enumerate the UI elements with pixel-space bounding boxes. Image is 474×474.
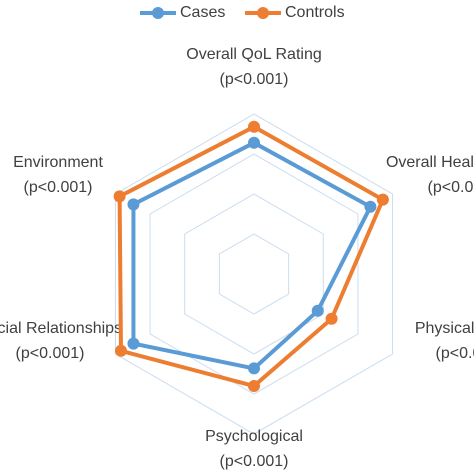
data-point (376, 193, 389, 206)
data-point (127, 337, 140, 350)
data-point (113, 190, 126, 203)
data-point (248, 362, 260, 375)
legend-marker (257, 7, 269, 19)
data-point (127, 198, 140, 211)
legend-marker (152, 7, 164, 19)
data-point (248, 136, 260, 149)
legend-label: Cases (180, 4, 225, 21)
axis-label: Overall Health Rating (386, 154, 474, 171)
axis-pvalue: (p<0.001) (24, 179, 93, 196)
grid-ring (184, 193, 324, 355)
grid-ring (149, 153, 359, 395)
axis-label: Environment (13, 154, 103, 171)
data-point (311, 304, 324, 317)
axis-label: Physical Health (415, 320, 474, 337)
data-point (114, 344, 127, 357)
axis-label: Social Relationships (0, 320, 122, 337)
axis-pvalue: (p<0.001) (220, 453, 289, 470)
axis-pvalue: (p<0.001) (220, 71, 289, 88)
axis-pvalue: (p<0.001) (428, 179, 474, 196)
axis-pvalue: (p<0.001) (436, 345, 474, 362)
data-point (248, 380, 260, 392)
data-point (364, 200, 377, 213)
data-point (248, 120, 260, 133)
legend-label: Controls (285, 4, 345, 21)
data-point (325, 312, 338, 325)
axis-pvalue: (p<0.001) (16, 345, 85, 362)
series-line (131, 140, 374, 371)
axis-label: Psychological (205, 428, 303, 445)
axis-label: Overall QoL Rating (186, 46, 321, 63)
grid-ring (218, 233, 290, 315)
